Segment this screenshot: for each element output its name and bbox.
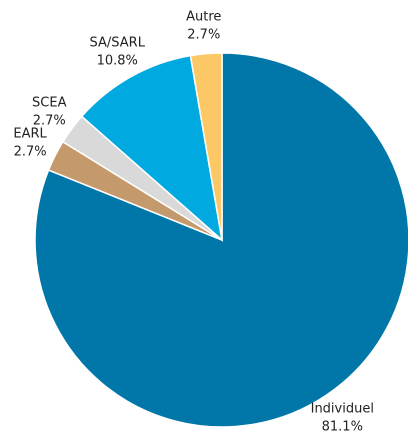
slice-value: 2.7% — [187, 27, 220, 42]
slice-value: 81.1% — [322, 420, 363, 435]
slice-label: EARL — [13, 126, 47, 141]
slice-label: Individuel — [311, 402, 374, 417]
slice-value: 2.7% — [14, 144, 47, 159]
slice-label: Autre — [186, 9, 221, 24]
slice-value: 10.8% — [97, 54, 138, 69]
pie-slice — [80, 54, 224, 242]
slice-label: SA/SARL — [90, 36, 146, 51]
slice-value: 2.7% — [33, 113, 66, 128]
slice-label: SCEA — [32, 95, 67, 110]
pie-slice — [189, 52, 223, 241]
